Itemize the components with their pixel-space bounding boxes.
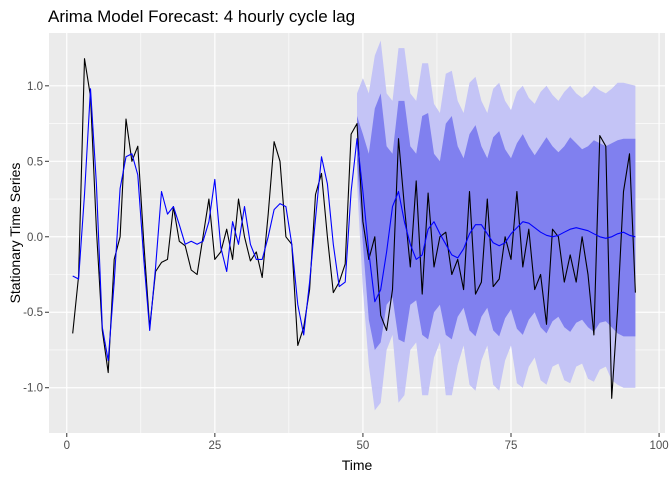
fitted-forecast-line <box>72 88 636 362</box>
chart-title: Arima Model Forecast: 4 hourly cycle lag <box>48 7 355 26</box>
forecast-80-band <box>357 93 636 351</box>
y-tick-label: -0.5 <box>23 307 43 319</box>
x-axis-title: Time <box>342 457 373 473</box>
forecast-intervals <box>357 40 636 411</box>
y-tick-label: 0.5 <box>27 156 43 168</box>
y-tick-label: 1.0 <box>27 81 43 93</box>
x-tick-label: 25 <box>208 440 221 452</box>
x-tick-label: 50 <box>357 440 370 452</box>
series-lines <box>72 58 636 399</box>
y-axis-title: Stationary Time Series <box>7 163 23 304</box>
x-tick-label: 0 <box>64 440 70 452</box>
y-tick-label: 0.0 <box>27 232 43 244</box>
actual-series-line <box>72 58 636 399</box>
x-tick-label: 100 <box>649 440 668 452</box>
x-tick-label: 75 <box>505 440 518 452</box>
axes: 0 25 50 75 100 -1.0 -0.5 0.0 0.5 1.0 <box>23 81 668 452</box>
y-tick-label: -1.0 <box>23 383 43 395</box>
